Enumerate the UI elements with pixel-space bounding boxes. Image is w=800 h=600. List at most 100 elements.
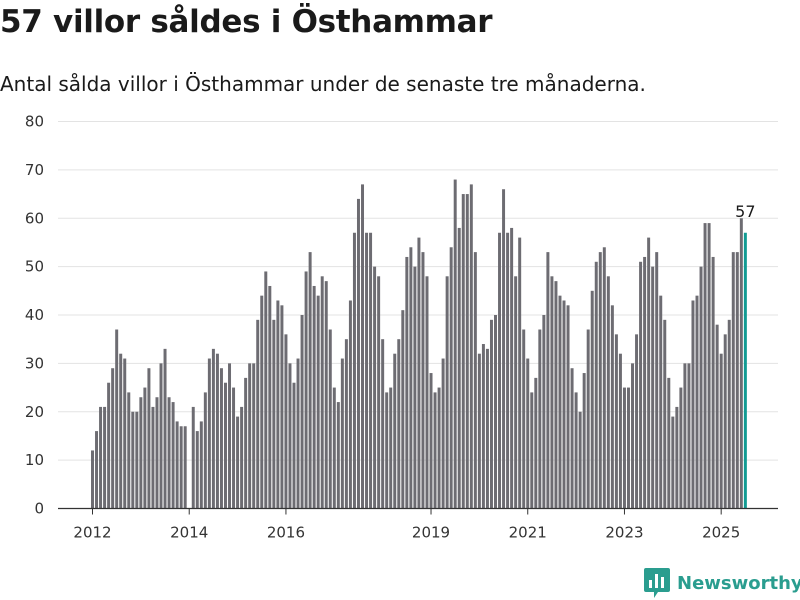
bar [522, 329, 526, 509]
bar [494, 315, 497, 509]
bar [675, 406, 679, 509]
bar [481, 344, 485, 509]
bar [199, 421, 203, 509]
bar [606, 276, 610, 509]
bar [228, 363, 232, 509]
bar [578, 411, 582, 509]
bar [643, 256, 647, 509]
bar [727, 319, 731, 509]
bar [381, 339, 385, 509]
bar [647, 237, 651, 509]
bar [683, 363, 687, 509]
bar [191, 406, 195, 509]
bar [119, 353, 123, 509]
bar [542, 315, 546, 509]
bar [276, 300, 280, 509]
bar [445, 276, 449, 509]
bar [151, 406, 155, 509]
bar [429, 373, 433, 509]
bar [336, 402, 340, 509]
bar [348, 300, 352, 509]
bar [687, 363, 691, 509]
y-tick-label: 50 [25, 258, 44, 276]
bar [264, 271, 268, 509]
bar [256, 319, 260, 509]
bar [107, 382, 111, 509]
bar [288, 363, 292, 509]
bar [328, 329, 332, 509]
bar [465, 194, 469, 509]
bar [332, 387, 336, 509]
bar [155, 397, 159, 509]
bar [671, 416, 675, 509]
bar [514, 276, 518, 509]
bar [171, 402, 175, 509]
bar [453, 179, 457, 509]
bar [304, 271, 308, 509]
x-tick-label: 2016 [267, 524, 305, 542]
bar [441, 358, 445, 509]
bar [590, 290, 594, 509]
bar [369, 232, 373, 509]
bar [498, 232, 502, 509]
bar [377, 276, 381, 509]
bar [489, 319, 493, 509]
bar [352, 232, 356, 509]
bar [405, 256, 409, 509]
bar [236, 416, 240, 509]
bar [163, 348, 167, 509]
bar [723, 334, 727, 509]
bar [272, 319, 276, 509]
bar [240, 406, 244, 509]
bar [232, 387, 236, 509]
bar [143, 387, 147, 509]
bar [91, 450, 94, 509]
bar-highlight [743, 232, 747, 509]
bar [425, 276, 429, 509]
bar [679, 387, 683, 509]
chart-subtitle: Antal sålda villor i Östhammar under de … [0, 72, 646, 96]
bar [506, 232, 510, 509]
bar [111, 368, 115, 509]
bar [280, 305, 284, 509]
bar [635, 334, 639, 509]
bar [538, 329, 542, 509]
bar [147, 368, 151, 509]
bar [614, 334, 618, 509]
bar [211, 348, 215, 509]
bar [461, 194, 465, 509]
x-axis: 2012 2014 2016 2019 2021 2023 2025 [58, 507, 778, 542]
bar [183, 426, 187, 509]
bar-chart-logo-icon [644, 568, 670, 598]
bar [735, 252, 739, 509]
y-tick-label: 80 [25, 113, 44, 131]
bar [215, 353, 219, 509]
bar [457, 227, 461, 509]
bar [361, 184, 365, 509]
bar [324, 281, 328, 509]
bar [437, 387, 441, 509]
x-tick-label: 2014 [170, 524, 208, 542]
bar [715, 324, 719, 509]
bar [373, 266, 377, 509]
highlight-value-label: 57 [735, 202, 755, 221]
bar [639, 261, 643, 509]
x-tick-label: 2023 [605, 524, 643, 542]
y-tick-label: 10 [25, 451, 44, 469]
bar [175, 421, 179, 509]
bar-series [91, 179, 747, 509]
bar [711, 256, 715, 509]
bar [663, 319, 667, 509]
bar [731, 252, 735, 509]
bar [622, 387, 626, 509]
bar [385, 392, 389, 509]
bar [340, 358, 344, 509]
bar [554, 281, 558, 509]
bar [316, 295, 320, 509]
bar [707, 223, 711, 509]
bar [485, 348, 489, 509]
bar [719, 353, 723, 509]
bar [518, 237, 522, 509]
bar [469, 184, 473, 509]
bar [300, 315, 304, 509]
